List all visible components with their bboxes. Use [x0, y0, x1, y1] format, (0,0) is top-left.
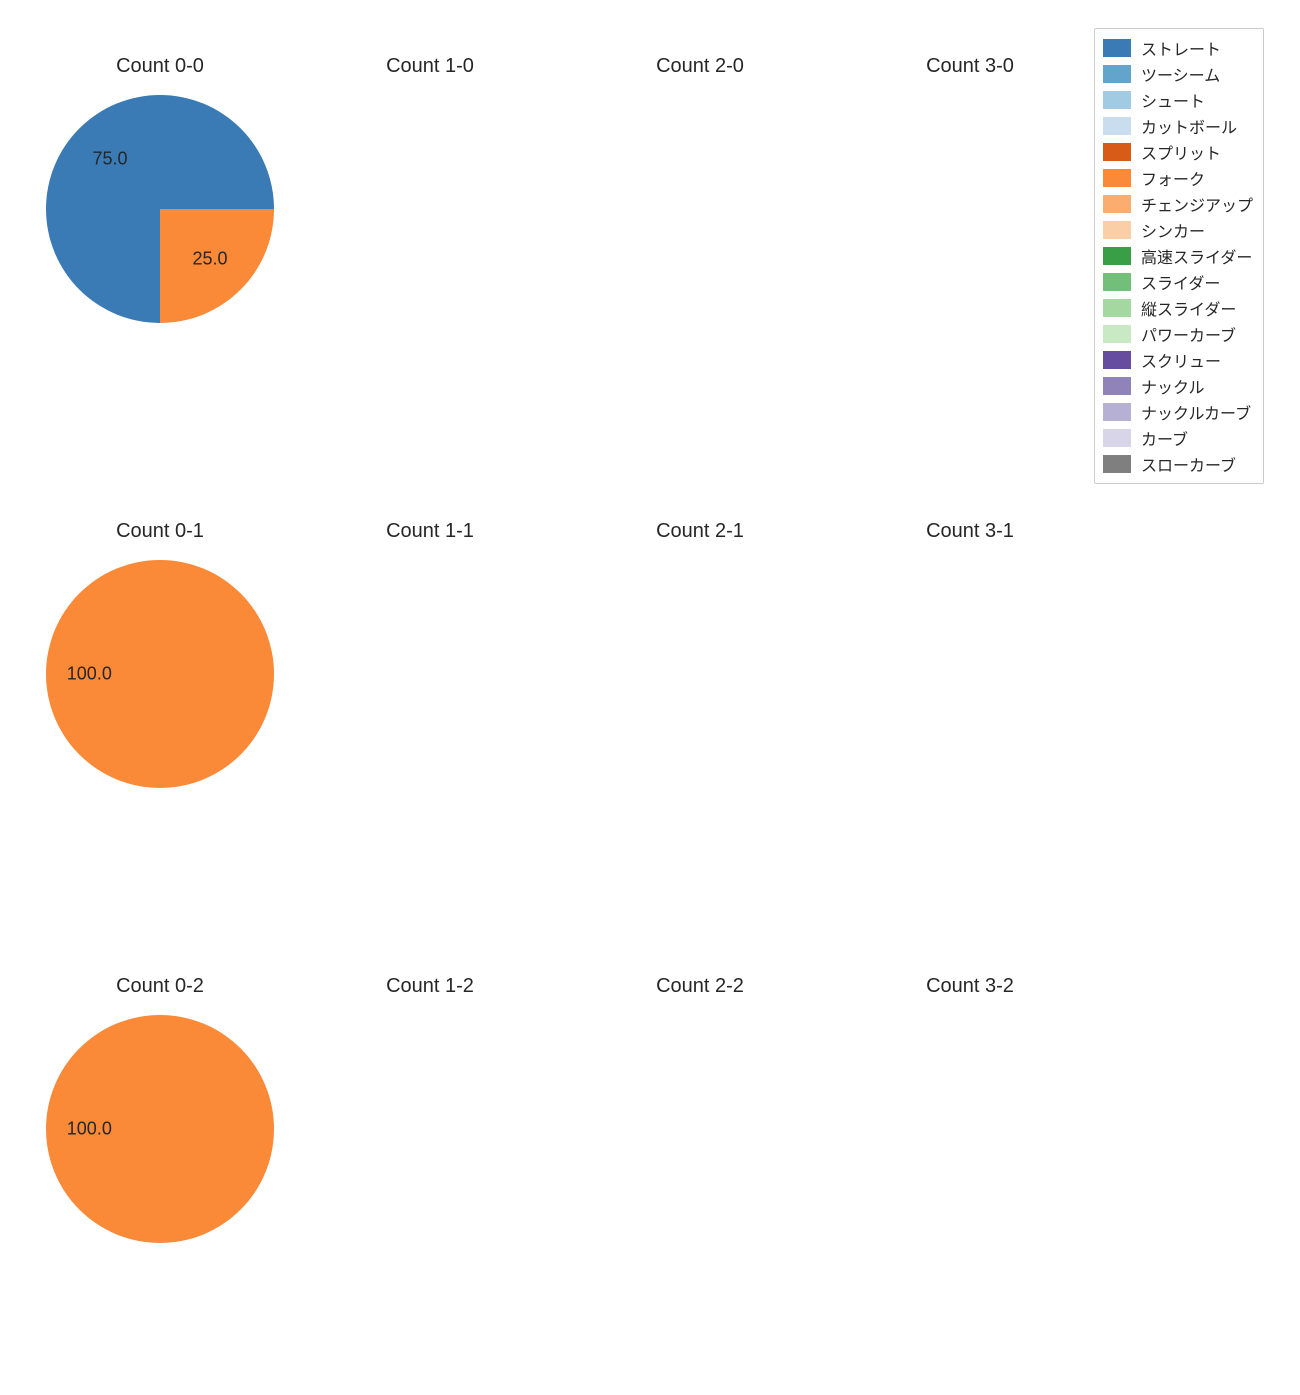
- legend-item: スクリュー: [1103, 347, 1253, 373]
- panel-title: Count 2-0: [570, 55, 830, 78]
- legend-swatch: [1103, 325, 1131, 343]
- legend-swatch: [1103, 429, 1131, 447]
- legend-swatch: [1103, 143, 1131, 161]
- legend-item: パワーカーブ: [1103, 321, 1253, 347]
- panel-c21: Count 2-1: [570, 520, 830, 940]
- panel-c02: Count 0-2 100.0: [30, 975, 290, 1395]
- panel-c32: Count 3-2: [840, 975, 1100, 1395]
- legend-label: ストレート: [1141, 36, 1221, 60]
- legend-item: スライダー: [1103, 269, 1253, 295]
- legend-item: シンカー: [1103, 217, 1253, 243]
- legend-label: スライダー: [1141, 270, 1220, 294]
- legend-item: カーブ: [1103, 425, 1253, 451]
- legend-label: シュート: [1141, 88, 1205, 112]
- panel-title: Count 1-1: [300, 520, 560, 543]
- panel-title: Count 2-1: [570, 520, 830, 543]
- pie-slice-label: 75.0: [92, 149, 127, 170]
- legend-item: スローカーブ: [1103, 451, 1253, 477]
- legend-item: ストレート: [1103, 35, 1253, 61]
- legend-label: フォーク: [1141, 166, 1205, 190]
- panel-c31: Count 3-1: [840, 520, 1100, 940]
- legend-swatch: [1103, 403, 1131, 421]
- legend-swatch: [1103, 221, 1131, 239]
- legend-label: カーブ: [1141, 426, 1188, 450]
- legend-label: チェンジアップ: [1141, 192, 1253, 216]
- legend-item: カットボール: [1103, 113, 1253, 139]
- legend-item: ナックルカーブ: [1103, 399, 1253, 425]
- legend-label: 縦スライダー: [1141, 296, 1236, 320]
- pie-chart: 100.0: [46, 1015, 274, 1243]
- legend-label: パワーカーブ: [1141, 322, 1236, 346]
- legend-label: ナックル: [1141, 374, 1205, 398]
- panel-title: Count 3-0: [840, 55, 1100, 78]
- legend-label: 高速スライダー: [1141, 244, 1252, 268]
- legend: ストレートツーシームシュートカットボールスプリットフォークチェンジアップシンカー…: [1094, 28, 1264, 484]
- panel-title: Count 0-0: [30, 55, 290, 78]
- legend-item: ツーシーム: [1103, 61, 1253, 87]
- legend-label: スローカーブ: [1141, 452, 1236, 476]
- legend-swatch: [1103, 117, 1131, 135]
- pie-slice-label: 100.0: [67, 664, 112, 685]
- legend-swatch: [1103, 247, 1131, 265]
- legend-swatch: [1103, 455, 1131, 473]
- legend-label: カットボール: [1141, 114, 1237, 138]
- panel-title: Count 0-2: [30, 975, 290, 998]
- panel-title: Count 1-0: [300, 55, 560, 78]
- legend-label: スプリット: [1141, 140, 1221, 164]
- pie-slice-label: 100.0: [67, 1119, 112, 1140]
- panel-c30: Count 3-0: [840, 55, 1100, 475]
- panel-c10: Count 1-0: [300, 55, 560, 475]
- panel-c01: Count 0-1 100.0: [30, 520, 290, 940]
- legend-label: ツーシーム: [1141, 62, 1220, 86]
- legend-item: チェンジアップ: [1103, 191, 1253, 217]
- panel-title: Count 3-1: [840, 520, 1100, 543]
- legend-label: スクリュー: [1141, 348, 1221, 372]
- legend-item: スプリット: [1103, 139, 1253, 165]
- legend-item: 縦スライダー: [1103, 295, 1253, 321]
- legend-swatch: [1103, 65, 1131, 83]
- panel-c20: Count 2-0: [570, 55, 830, 475]
- panel-title: Count 3-2: [840, 975, 1100, 998]
- pie-svg: [46, 95, 274, 323]
- legend-swatch: [1103, 91, 1131, 109]
- panel-c11: Count 1-1: [300, 520, 560, 940]
- legend-swatch: [1103, 299, 1131, 317]
- figure: Count 0-0 25.0 75.0 Count 1-0 Count 2-0 Count…: [0, 0, 1300, 1300]
- legend-swatch: [1103, 169, 1131, 187]
- panel-title: Count 0-1: [30, 520, 290, 543]
- legend-item: フォーク: [1103, 165, 1253, 191]
- legend-swatch: [1103, 39, 1131, 57]
- legend-item: 高速スライダー: [1103, 243, 1253, 269]
- pie-slice-label: 25.0: [192, 248, 227, 269]
- panel-title: Count 2-2: [570, 975, 830, 998]
- legend-label: シンカー: [1141, 218, 1205, 242]
- legend-label: ナックルカーブ: [1141, 400, 1251, 424]
- panel-c00: Count 0-0 25.0 75.0: [30, 55, 290, 475]
- legend-item: シュート: [1103, 87, 1253, 113]
- panel-c22: Count 2-2: [570, 975, 830, 1395]
- legend-swatch: [1103, 273, 1131, 291]
- legend-swatch: [1103, 377, 1131, 395]
- pie-chart: 100.0: [46, 560, 274, 788]
- legend-swatch: [1103, 351, 1131, 369]
- panel-c12: Count 1-2: [300, 975, 560, 1395]
- legend-item: ナックル: [1103, 373, 1253, 399]
- pie-chart: 25.0 75.0: [46, 95, 274, 323]
- panel-title: Count 1-2: [300, 975, 560, 998]
- legend-swatch: [1103, 195, 1131, 213]
